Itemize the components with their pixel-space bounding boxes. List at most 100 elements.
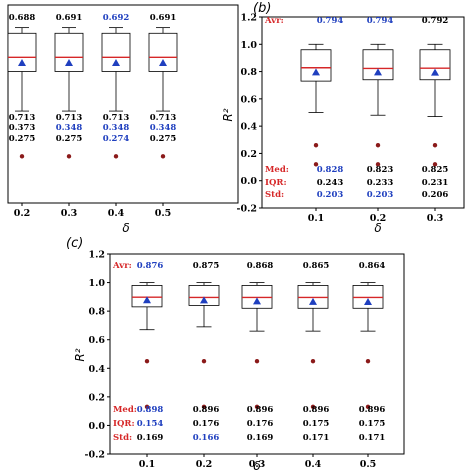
panel-2-stat-iqr-value: 0.176 [193,419,220,429]
panel-0-stat-avr-value: 0.692 [103,13,130,23]
panel-2-outlier-point [310,404,316,410]
panel-0-stat-std-value: 0.275 [9,134,36,144]
panel-1-stat-avr-value: 0.792 [422,16,449,26]
panel-1-stat-std-value: 0.206 [422,190,449,200]
panel-2-outlier-point [310,358,316,364]
panel-2-stat-avr-value: 0.876 [137,261,164,271]
panel-1-mean-marker [374,68,382,76]
panel-2-stat-std-value: 0.169 [247,433,274,443]
panel-2-stat-std-value: 0.171 [303,433,330,443]
panel-1-stat-med-value: 0.823 [367,165,394,175]
panel-2-mean-marker [143,296,151,304]
panel-1-axes-frame [261,16,465,209]
panel-0-xtick-label: 0.3 [61,208,78,219]
panel-1-ytick-label: 0.6 [240,94,257,105]
panel-0-stat-iqr-value: 0.348 [103,123,130,133]
panel-2-outlier-point [144,404,150,410]
panel-2-ytick-label: 0.0 [88,421,105,432]
panel-1-y-axis-label: R² [221,108,235,121]
panel-2-stat-avr-value: 0.868 [247,261,274,271]
panel-2-stat-med-value: 0.896 [193,405,220,415]
panel-1-stat-std-value: 0.203 [317,190,344,200]
panel-1-box [300,49,332,82]
panel-1-xtick-label: 0.2 [370,213,387,224]
panel-1-ytick-label: 0.8 [240,67,257,78]
panel-2-stat-iqr-value: 0.175 [359,419,386,429]
panel-2-box [131,285,163,308]
panel-2-outlier-point [144,358,150,364]
panel-0-xtick-label: 0.5 [155,208,172,219]
panel-2-outlier-point [365,404,371,410]
panel-1-outlier-point [432,162,438,167]
panel-2-stat-med-value: 0.896 [247,405,274,415]
panel-1-panel-label: (b) [253,1,271,16]
panel-1-stat-avr-value: 0.794 [367,16,394,26]
panel-2-outlier-point [254,358,260,364]
panel-2-mean-marker [309,297,317,305]
panel-1-mean-marker [431,68,439,76]
panel-2-ytick-label: 1.0 [88,278,105,289]
panel-2-stat-med-value: 0.898 [137,405,164,415]
panel-0-stat-med-value: 0.713 [9,113,36,123]
panel-1-xtick-label: 0.1 [308,213,325,224]
panel-0-outlier-point [19,154,25,159]
panel-0-stat-avr-value: 0.691 [56,13,83,23]
panel-0-stat-avr-value: 0.688 [9,13,36,23]
panel-2-stat-iqr-value: 0.176 [247,419,274,429]
panel-1-ytick-label: -0.2 [237,204,257,215]
panel-1-stat-med-value: 0.825 [422,165,449,175]
panel-0-stat-med-value: 0.713 [56,113,83,123]
panel-2-stat-avr-value: 0.864 [359,261,386,271]
panel-1-stat-label-iqr: IQR: [265,178,287,188]
panel-0-outlier-point [160,154,166,159]
panel-0-stat-med-value: 0.713 [150,113,177,123]
panel-2-ytick-label: 0.2 [88,392,105,403]
panel-1-stat-avr-value: 0.794 [317,16,344,26]
panel-2-stat-label-std: Std: [113,433,132,443]
panel-0-box [101,32,131,72]
panel-2-xtick-label: 0.1 [139,459,156,470]
panel-1-outlier-point [375,143,381,148]
panel-2-xtick-label: 0.5 [360,459,377,470]
panel-0-stat-iqr-value: 0.373 [9,123,36,133]
panel-2-stat-std-value: 0.166 [193,433,220,443]
panel-2-outlier-point [365,358,371,364]
panel-0-stat-iqr-value: 0.348 [56,123,83,133]
panel-2-stat-avr-value: 0.865 [303,261,330,271]
panel-1-outlier-point [313,143,319,148]
panel-1-stat-iqr-value: 0.231 [422,178,449,188]
panel-0-stat-avr-value: 0.691 [150,13,177,23]
panel-2-panel-label: (c) [66,236,83,251]
panel-0-stat-std-value: 0.275 [56,134,83,144]
panel-2-stat-med-value: 0.896 [359,405,386,415]
panel-2-stat-avr-value: 0.875 [193,261,220,271]
panel-2-stat-med-value: 0.896 [303,405,330,415]
panel-1-ytick-label: 1.2 [240,13,257,24]
panel-0-xtick-label: 0.4 [108,208,125,219]
panel-1-stat-iqr-value: 0.233 [367,178,394,188]
panel-2-outlier-point [201,358,207,364]
panel-2-mean-marker [253,297,261,305]
panel-0-mean-marker [112,58,120,66]
panel-1-outlier-point [432,143,438,148]
panel-0-stat-iqr-value: 0.348 [150,123,177,133]
panel-2-xtick-label: 0.3 [249,459,266,470]
panel-1-stat-label-avr: Avr: [264,16,284,26]
panel-2-box [188,285,220,306]
panel-2-stat-label-med: Med: [113,405,137,415]
panel-0-stat-std-value: 0.275 [150,134,177,144]
panel-0-stat-std-value: 0.274 [103,134,130,144]
panel-2-stat-std-value: 0.169 [137,433,164,443]
panel-2-xtick-label: 0.4 [305,459,322,470]
panel-1-ytick-label: 0.2 [240,149,257,160]
panel-1-x-axis-label: δ [374,221,381,235]
panel-1-outlier-point [375,162,381,167]
panel-2-mean-marker [364,298,372,305]
panel-2-stat-label-avr: Avr: [112,261,132,271]
panel-2-y-axis-label: R² [73,348,87,361]
panel-2-stat-iqr-value: 0.154 [137,419,164,429]
panel-0-mean-marker [18,58,26,66]
panel-0-mean-marker [159,58,167,66]
panel-2-ytick-label: -0.2 [85,450,105,461]
